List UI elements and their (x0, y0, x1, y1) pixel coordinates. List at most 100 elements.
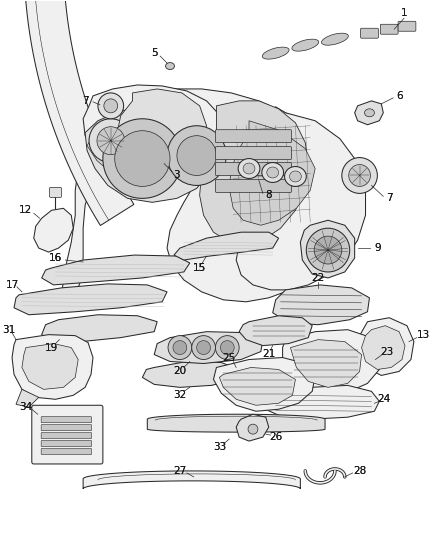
Text: 3: 3 (173, 171, 180, 181)
Text: 1: 1 (401, 9, 407, 18)
Polygon shape (239, 316, 312, 345)
Polygon shape (142, 361, 239, 387)
Polygon shape (61, 89, 352, 302)
Polygon shape (357, 318, 414, 375)
Polygon shape (290, 340, 362, 387)
Circle shape (115, 131, 170, 187)
Circle shape (168, 336, 192, 360)
Polygon shape (283, 330, 381, 395)
Circle shape (349, 165, 371, 187)
Polygon shape (147, 414, 325, 432)
Text: 34: 34 (19, 402, 32, 412)
Text: 8: 8 (265, 190, 272, 200)
Polygon shape (42, 255, 190, 285)
FancyBboxPatch shape (398, 21, 416, 31)
Text: 32: 32 (173, 390, 187, 400)
Text: 12: 12 (19, 205, 32, 215)
Polygon shape (219, 367, 295, 405)
Text: 34: 34 (19, 402, 32, 412)
Text: 12: 12 (19, 205, 32, 215)
Ellipse shape (290, 171, 301, 182)
Text: 21: 21 (262, 349, 276, 359)
Circle shape (314, 236, 342, 264)
Text: 26: 26 (269, 432, 283, 442)
Circle shape (220, 341, 234, 354)
Circle shape (342, 158, 378, 193)
Text: 15: 15 (193, 263, 206, 273)
Text: 20: 20 (173, 367, 187, 376)
Text: 28: 28 (353, 466, 366, 476)
FancyBboxPatch shape (215, 180, 291, 192)
Circle shape (306, 228, 350, 272)
Circle shape (104, 99, 118, 113)
Polygon shape (117, 89, 207, 164)
Text: 25: 25 (223, 352, 236, 362)
Text: 7: 7 (82, 96, 88, 106)
Polygon shape (174, 232, 279, 260)
Text: 23: 23 (381, 346, 394, 357)
Polygon shape (362, 326, 405, 369)
FancyBboxPatch shape (215, 130, 291, 143)
Text: 13: 13 (417, 329, 431, 340)
Circle shape (89, 119, 133, 163)
Text: 7: 7 (82, 96, 88, 106)
Circle shape (192, 336, 215, 360)
Text: 27: 27 (173, 466, 187, 476)
Polygon shape (34, 208, 73, 252)
Text: 17: 17 (5, 280, 19, 290)
Text: 7: 7 (386, 193, 392, 204)
Polygon shape (12, 335, 93, 399)
Ellipse shape (267, 167, 279, 178)
Circle shape (197, 341, 211, 354)
Text: 24: 24 (378, 394, 391, 405)
Polygon shape (14, 284, 167, 315)
Text: 33: 33 (213, 442, 226, 452)
Text: 16: 16 (49, 253, 62, 263)
Ellipse shape (321, 33, 348, 45)
FancyBboxPatch shape (41, 417, 92, 423)
Ellipse shape (364, 109, 374, 117)
Text: 24: 24 (378, 394, 391, 405)
Text: 6: 6 (396, 91, 403, 101)
Polygon shape (200, 101, 308, 245)
FancyBboxPatch shape (215, 163, 291, 175)
Text: 1: 1 (401, 9, 407, 18)
Polygon shape (236, 107, 366, 290)
Polygon shape (87, 119, 170, 179)
Polygon shape (83, 85, 221, 173)
Polygon shape (300, 220, 355, 278)
Polygon shape (83, 471, 300, 489)
Circle shape (248, 424, 258, 434)
FancyBboxPatch shape (215, 147, 291, 159)
Circle shape (98, 93, 124, 119)
Polygon shape (16, 389, 39, 407)
Polygon shape (213, 358, 315, 411)
Text: 9: 9 (374, 243, 381, 253)
Text: 22: 22 (311, 273, 325, 283)
Ellipse shape (243, 163, 255, 174)
Circle shape (177, 136, 216, 175)
Text: 9: 9 (374, 243, 381, 253)
Text: 23: 23 (381, 346, 394, 357)
FancyBboxPatch shape (41, 425, 92, 431)
FancyBboxPatch shape (360, 28, 378, 38)
Text: 31: 31 (3, 325, 16, 335)
Text: 20: 20 (173, 367, 187, 376)
Ellipse shape (262, 47, 289, 59)
Polygon shape (355, 101, 383, 125)
Text: 19: 19 (45, 343, 58, 352)
Polygon shape (24, 0, 134, 225)
Polygon shape (261, 385, 379, 419)
Polygon shape (229, 121, 315, 225)
Polygon shape (236, 414, 269, 441)
Text: 8: 8 (265, 190, 272, 200)
Text: 33: 33 (213, 442, 226, 452)
Text: 27: 27 (173, 466, 187, 476)
Text: 28: 28 (353, 466, 366, 476)
Text: 15: 15 (193, 263, 206, 273)
Text: 13: 13 (417, 329, 431, 340)
Text: 25: 25 (223, 352, 236, 362)
Polygon shape (154, 332, 263, 364)
Text: 32: 32 (173, 390, 187, 400)
Polygon shape (273, 285, 370, 325)
